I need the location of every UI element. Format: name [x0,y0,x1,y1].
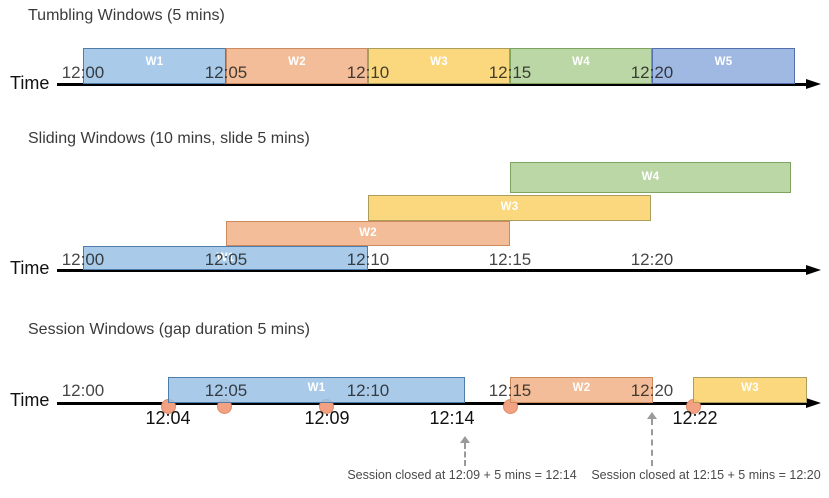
section-title: Session Windows (gap duration 5 mins) [28,321,310,338]
tick-label: 12:00 [61,250,105,269]
section-title: Tumbling Windows (5 mins) [28,7,225,24]
tick-label: 12:00 [61,381,105,400]
tick-label: 12:15 [488,250,532,269]
dashed-arrow-shaft [651,419,653,466]
tick-label: 12:10 [346,250,390,269]
tick-label: 12:20 [630,63,674,82]
session-close-annotation: Session closed at 12:15 + 5 mins = 12:20 [591,468,821,482]
timeline-arrowhead-icon [806,398,821,409]
tick-label: 12:15 [488,63,532,82]
timeline-arrowhead-icon [806,79,821,90]
window-label: W5 [714,56,733,68]
window-label: W3 [741,382,759,394]
window-box-w1: W1 [168,377,465,403]
window-label: W4 [572,56,590,68]
tick-label: 12:20 [630,381,674,400]
section-title: Sliding Windows (10 mins, slide 5 mins) [28,130,310,147]
window-label: W1 [307,382,326,394]
session-close-annotation: Session closed at 12:09 + 5 mins = 12:14 [347,468,577,482]
time-axis-label: Time [10,73,50,93]
dashed-up-arrow [460,436,470,466]
window-label: W3 [430,56,448,68]
window-label: W3 [500,201,519,213]
tick-label: 12:10 [346,63,390,82]
time-axis-label: Time [10,390,50,410]
window-label: W4 [641,171,660,183]
tick-label: 12:20 [630,250,674,269]
dashed-arrow-shaft [464,443,466,466]
window-box-w2: W2 [226,221,510,246]
window-box-w1: W1 [83,48,226,84]
timeline [57,269,806,272]
window-box-w3: W3 [368,195,651,221]
timeline [57,402,806,405]
tick-label: 12:15 [488,381,532,400]
tick-label: 12:10 [346,381,390,400]
timeline-arrowhead-icon [806,265,821,276]
window-box-w4: W4 [510,162,791,193]
window-box-w1: W1 [83,246,368,270]
window-box-w2: W2 [510,377,653,403]
arrow-up-icon [460,436,470,443]
window-box-w3: W3 [693,377,807,403]
tick-label: 12:05 [204,381,248,400]
window-box-w4: W4 [510,48,652,84]
window-label: W2 [288,56,306,68]
tick-label: 12:00 [61,63,105,82]
window-label: W2 [572,382,591,394]
event-time-label: 12:14 [429,408,475,428]
window-box-w5: W5 [652,48,795,84]
tick-label: 12:05 [204,250,248,269]
event-time-label: 12:22 [672,408,718,428]
event-time-label: 12:09 [304,408,350,428]
window-box-w2: W2 [226,48,368,84]
event-time-label: 12:04 [145,408,191,428]
tick-label: 12:05 [204,63,248,82]
dashed-up-arrow [647,412,657,466]
window-label: W1 [216,252,235,264]
window-box-w3: W3 [368,48,510,84]
timeline [57,83,806,86]
window-label: W2 [359,227,377,239]
arrow-up-icon [647,412,657,419]
time-axis-label: Time [10,258,50,278]
window-label: W1 [145,56,164,68]
